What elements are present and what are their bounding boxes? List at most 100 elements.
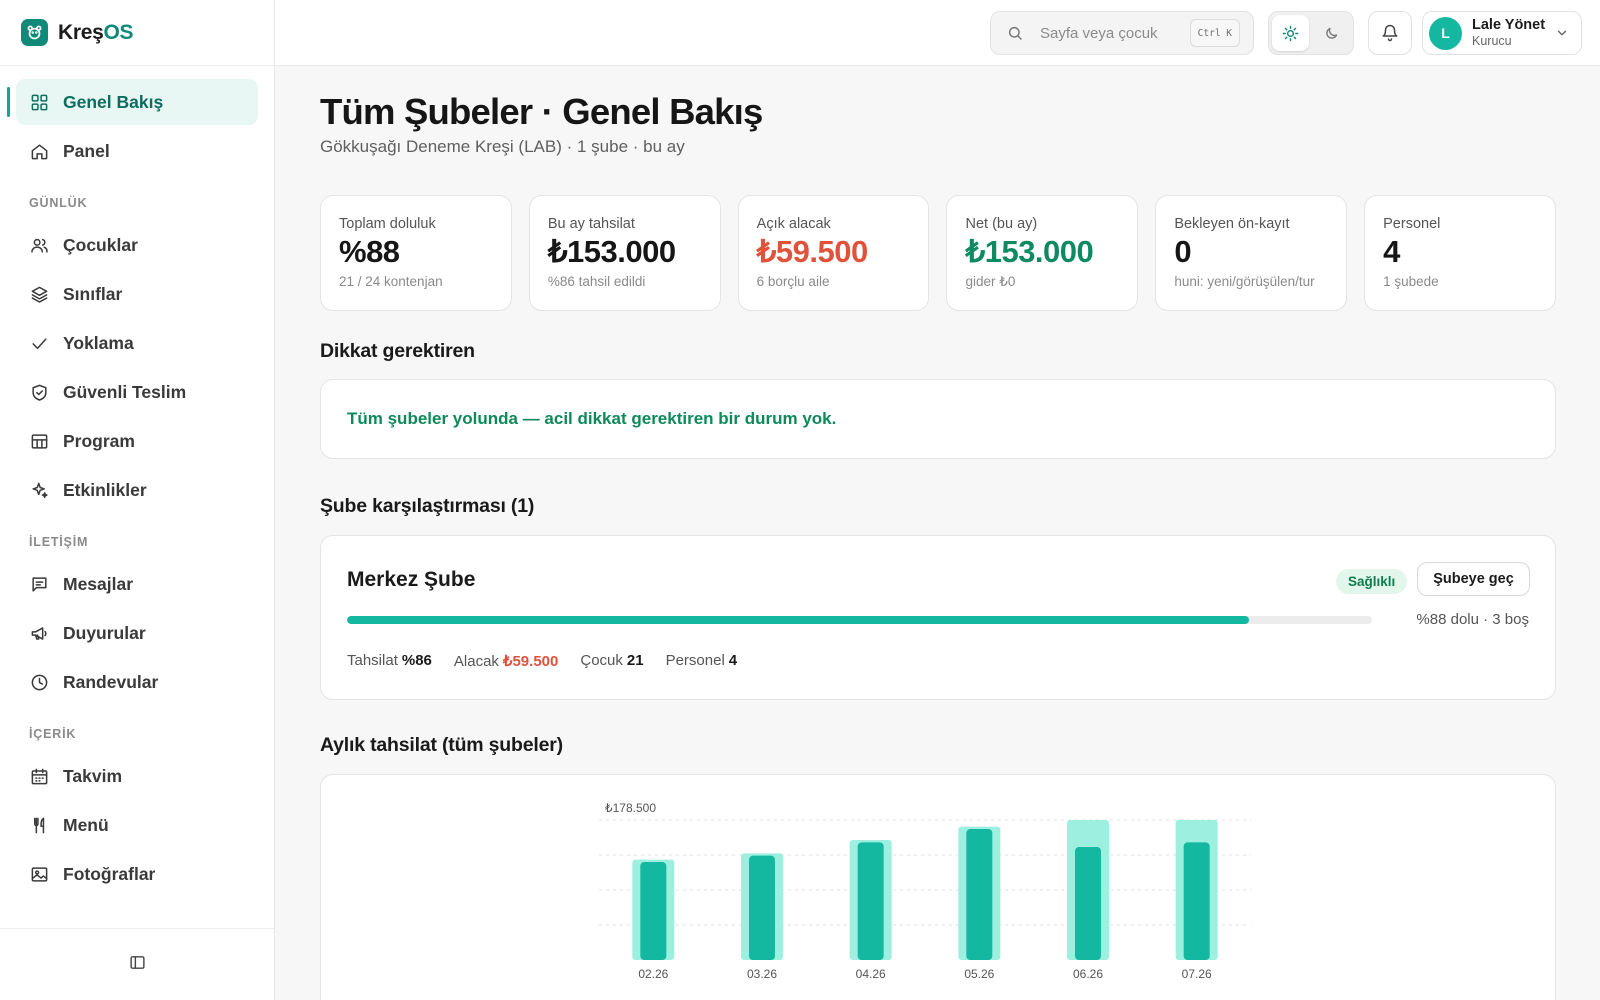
- stat-note: huni: yeni/görüşülen/tur: [1174, 274, 1315, 289]
- chart-tick-label: 05.26: [964, 967, 994, 981]
- sidebar-item-yoklama[interactable]: Yoklama: [16, 320, 258, 366]
- sidebar-item-duyurular[interactable]: Duyurular: [16, 610, 258, 656]
- chart-tick-label: 02.26: [638, 967, 668, 981]
- sidebar-item-mesajlar[interactable]: Mesajlar: [16, 561, 258, 607]
- sidebar-item-label: Program: [63, 430, 135, 451]
- branch-meta-label: Alacak: [453, 653, 499, 670]
- branch-meta-label: Tahsilat: [347, 652, 398, 669]
- image-icon: [31, 866, 48, 882]
- branch-meta-item: Personel 4: [666, 652, 738, 670]
- stat-label: Toplam doluluk: [339, 216, 436, 232]
- calendar-icon: [31, 768, 48, 784]
- sidebar-item-siniflar[interactable]: Sınıflar: [16, 271, 258, 317]
- sidebar-nav: Genel Bakış Panel GÜNLÜK Çocuklar Sınıflar Yo…: [0, 66, 274, 897]
- chart-bar-collected: [966, 829, 993, 960]
- stat-value: 4: [1383, 234, 1400, 269]
- sidebar-item-program[interactable]: Program: [16, 418, 258, 464]
- sidebar-item-label: Randevular: [63, 671, 159, 692]
- shortcut-hint: Ctrl K: [1189, 19, 1240, 47]
- notifications-button[interactable]: [1368, 11, 1412, 55]
- bear-logo-icon: [21, 19, 48, 46]
- stat-label: Personel: [1383, 216, 1441, 232]
- sidebar: KreşOS Genel Bakış Panel GÜNLÜK Çocuklar Sın…: [0, 0, 275, 1000]
- chart-tick-label: 06.26: [1073, 967, 1103, 981]
- sidebar-section-title: İLETİŞİM: [29, 535, 89, 549]
- stat-note: 21 / 24 kontenjan: [339, 274, 443, 289]
- chevron-down-icon: [1557, 30, 1567, 36]
- branch-meta-item: Alacak ₺59.500: [454, 652, 558, 670]
- user-name: Lale Yönet: [1472, 16, 1546, 33]
- sidebar-toggle-icon[interactable]: [129, 954, 146, 976]
- stat-label: Bu ay tahsilat: [547, 216, 635, 232]
- stats-row: Toplam doluluk %88 21 / 24 kontenjan Bu ay …: [320, 195, 1556, 311]
- search-input[interactable]: Sayfa veya çocuk Ctrl K: [990, 11, 1254, 55]
- sidebar-item-label: Yoklama: [63, 332, 134, 353]
- stat-card: Toplam doluluk %88 21 / 24 kontenjan: [320, 195, 512, 311]
- occupancy-text: %88 dolu · 3 boş: [1416, 611, 1529, 628]
- sidebar-item-label: Takvim: [63, 765, 123, 786]
- attention-title: Dikkat gerektiren: [320, 340, 475, 362]
- sidebar-item-cocuklar[interactable]: Çocuklar: [16, 222, 258, 268]
- sidebar-section-title: GÜNLÜK: [29, 196, 88, 210]
- stat-value: %88: [339, 234, 400, 269]
- monthly-title: Aylık tahsilat (tüm şubeler): [320, 734, 563, 756]
- stat-value: ₺59.500: [756, 234, 869, 269]
- stat-card: Net (bu ay) ₺153.000 gider ₺0: [946, 195, 1139, 311]
- stat-card: Açık alacak ₺59.500 6 borçlu aile: [737, 195, 930, 311]
- sidebar-item-genel-bakis[interactable]: Genel Bakış: [7, 79, 258, 125]
- stat-note: 6 borçlu aile: [756, 274, 830, 289]
- layers-icon: [31, 286, 48, 303]
- chart-bar-collected: [640, 861, 667, 960]
- brand[interactable]: KreşOS: [0, 0, 274, 66]
- theme-toggle[interactable]: [1268, 11, 1354, 55]
- monthly-chart-card: ₺178.500 02.26 03.26 04.26 05.26 06.26 07.26: [320, 774, 1556, 1000]
- attention-message: Tüm şubeler yolunda — acil dikkat gerekt…: [347, 409, 837, 428]
- stat-card: Personel 4 1 şubede: [1364, 195, 1556, 311]
- table-icon: [31, 433, 48, 449]
- avatar: L: [1429, 16, 1462, 50]
- sidebar-item-guvenli-teslim[interactable]: Güvenli Teslim: [16, 369, 258, 415]
- chart-tick-label: 04.26: [856, 967, 886, 981]
- light-mode-button[interactable]: [1272, 15, 1309, 51]
- user-role: Kurucu: [1472, 33, 1512, 48]
- shield-icon: [32, 384, 47, 401]
- branch-name: Merkez Şube: [347, 568, 476, 591]
- brand-name: KreşOS: [58, 20, 134, 44]
- dark-mode-button[interactable]: [1313, 15, 1350, 51]
- stat-value: ₺153.000: [547, 234, 676, 269]
- chart-bar-collected: [1075, 847, 1101, 960]
- check-icon: [32, 337, 47, 349]
- sidebar-item-label: Menü: [63, 814, 109, 835]
- goto-branch-button[interactable]: Şubeye geç: [1417, 562, 1530, 596]
- sidebar-item-label: Duyurular: [63, 622, 146, 643]
- page-title: Tüm Şubeler · Genel Bakış: [320, 91, 763, 132]
- branch-meta-item: Tahsilat %86: [347, 652, 432, 670]
- branch-card: Merkez Şube Sağlıklı Şubeye geç %88 dolu…: [320, 535, 1556, 700]
- sidebar-section-title: İÇERİK: [29, 727, 77, 741]
- branch-meta-value: ₺59.500: [502, 653, 559, 670]
- sidebar-item-label: Fotoğraflar: [63, 863, 156, 884]
- main-content: Tüm Şubeler · Genel Bakış Gökkuşağı Dene…: [320, 66, 1556, 1000]
- moon-icon: [1326, 27, 1338, 39]
- user-menu[interactable]: L Lale Yönet Kurucu: [1422, 11, 1582, 55]
- stat-label: Bekleyen ön-kayıt: [1174, 216, 1290, 232]
- branch-meta-item: Çocuk 21: [580, 652, 643, 670]
- sidebar-item-menu[interactable]: Menü: [16, 802, 258, 848]
- sidebar-item-label: Sınıflar: [63, 283, 123, 304]
- branch-meta-value: 21: [626, 652, 644, 669]
- stat-value: 0: [1174, 234, 1192, 269]
- branch-meta: Tahsilat %86 Alacak ₺59.500 Çocuk 21 Personel 4: [347, 652, 737, 670]
- sidebar-item-takvim[interactable]: Takvim: [16, 753, 258, 799]
- sidebar-item-panel[interactable]: Panel: [16, 128, 258, 174]
- occupancy-progress-fill: [347, 616, 1249, 624]
- bell-icon: [1382, 24, 1398, 42]
- sidebar-item-etkinlikler[interactable]: Etkinlikler: [16, 467, 258, 513]
- sidebar-item-randevular[interactable]: Randevular: [16, 659, 258, 705]
- stat-note: gider ₺0: [965, 274, 1016, 289]
- users-icon: [31, 238, 48, 253]
- comparison-title: Şube karşılaştırması (1): [320, 495, 535, 517]
- sidebar-item-fotograflar[interactable]: Fotoğraflar: [16, 851, 258, 897]
- branch-meta-label: Çocuk: [580, 652, 623, 669]
- status-badge: Sağlıklı: [1336, 569, 1408, 594]
- sidebar-item-label: Panel: [63, 140, 110, 161]
